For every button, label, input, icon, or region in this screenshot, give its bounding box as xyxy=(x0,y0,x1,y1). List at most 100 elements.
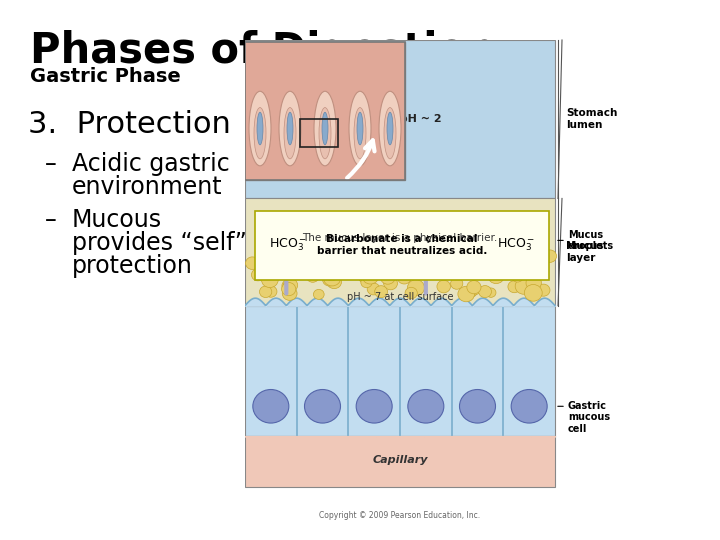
Circle shape xyxy=(437,280,451,293)
Circle shape xyxy=(472,248,490,265)
Circle shape xyxy=(362,269,379,284)
Circle shape xyxy=(435,252,446,262)
Ellipse shape xyxy=(287,112,293,145)
Circle shape xyxy=(408,280,425,295)
Bar xyxy=(245,42,405,180)
Circle shape xyxy=(246,257,259,269)
Circle shape xyxy=(380,271,395,284)
Circle shape xyxy=(305,389,341,423)
Text: provides “self”: provides “self” xyxy=(72,231,247,255)
Ellipse shape xyxy=(279,91,301,166)
Circle shape xyxy=(449,266,464,281)
Bar xyxy=(245,40,555,198)
Ellipse shape xyxy=(384,107,396,159)
Circle shape xyxy=(334,249,351,265)
Circle shape xyxy=(485,262,502,278)
Circle shape xyxy=(251,269,264,281)
Circle shape xyxy=(408,389,444,423)
Text: Phases of Digestion: Phases of Digestion xyxy=(30,30,495,72)
Ellipse shape xyxy=(319,107,331,159)
Circle shape xyxy=(408,266,420,276)
Bar xyxy=(245,306,555,436)
Text: Capillary: Capillary xyxy=(372,455,428,465)
Circle shape xyxy=(282,282,296,296)
Text: pH ~ 7 at cell surface: pH ~ 7 at cell surface xyxy=(347,292,454,302)
Ellipse shape xyxy=(284,107,296,159)
Circle shape xyxy=(382,260,392,271)
Circle shape xyxy=(488,268,504,284)
Bar xyxy=(300,119,338,147)
Circle shape xyxy=(306,271,319,282)
Ellipse shape xyxy=(314,91,336,166)
Text: Acidic gastric: Acidic gastric xyxy=(72,152,230,176)
Circle shape xyxy=(468,283,481,295)
Circle shape xyxy=(426,255,440,269)
Circle shape xyxy=(456,253,466,263)
Text: Gastric Phase: Gastric Phase xyxy=(30,67,181,86)
Circle shape xyxy=(323,270,341,286)
Text: 3.  Protection: 3. Protection xyxy=(28,110,231,139)
Circle shape xyxy=(543,250,557,262)
Circle shape xyxy=(526,276,541,290)
Circle shape xyxy=(312,262,326,275)
Ellipse shape xyxy=(354,107,366,159)
Text: protection: protection xyxy=(72,254,193,278)
Ellipse shape xyxy=(357,112,363,145)
Circle shape xyxy=(399,266,414,280)
Circle shape xyxy=(466,287,477,297)
Ellipse shape xyxy=(322,112,328,145)
Text: $\mathregular{HCO_3^-}$: $\mathregular{HCO_3^-}$ xyxy=(269,237,307,253)
Circle shape xyxy=(523,274,539,289)
Circle shape xyxy=(376,254,392,269)
Circle shape xyxy=(337,262,348,272)
Circle shape xyxy=(323,273,336,286)
Circle shape xyxy=(327,275,341,289)
Circle shape xyxy=(511,271,523,282)
Circle shape xyxy=(316,255,327,266)
Circle shape xyxy=(358,268,374,284)
Circle shape xyxy=(533,263,544,273)
Circle shape xyxy=(282,280,295,292)
Circle shape xyxy=(537,284,550,296)
Text: Stomach
lumen: Stomach lumen xyxy=(566,109,617,130)
Text: environment: environment xyxy=(72,175,222,199)
Circle shape xyxy=(282,287,297,300)
Circle shape xyxy=(405,287,418,299)
Circle shape xyxy=(511,389,547,423)
Text: The mucus layer is a physical barrier.: The mucus layer is a physical barrier. xyxy=(302,233,498,243)
Circle shape xyxy=(374,286,387,298)
Bar xyxy=(245,42,405,180)
Circle shape xyxy=(467,281,481,294)
Circle shape xyxy=(275,261,289,274)
Circle shape xyxy=(516,278,533,294)
Bar xyxy=(245,436,555,488)
Circle shape xyxy=(367,283,380,295)
Circle shape xyxy=(313,289,324,299)
Text: Bicarbonate is a chemical
barrier that neutralizes acid.: Bicarbonate is a chemical barrier that n… xyxy=(317,234,487,256)
Circle shape xyxy=(418,254,436,271)
Text: Gastric
mucous
cell: Gastric mucous cell xyxy=(568,401,610,434)
Ellipse shape xyxy=(379,91,401,166)
Bar xyxy=(245,198,555,306)
Circle shape xyxy=(265,286,277,297)
Bar xyxy=(245,42,405,180)
Text: Mucus
layer: Mucus layer xyxy=(566,241,603,263)
Bar xyxy=(245,42,405,46)
Text: Copyright © 2009 Pearson Education, Inc.: Copyright © 2009 Pearson Education, Inc. xyxy=(320,511,480,519)
Circle shape xyxy=(361,277,372,288)
Circle shape xyxy=(380,267,394,280)
Text: –: – xyxy=(45,208,57,232)
Circle shape xyxy=(508,281,521,293)
Circle shape xyxy=(479,286,492,298)
Circle shape xyxy=(430,255,441,266)
Ellipse shape xyxy=(349,91,371,166)
Circle shape xyxy=(379,252,394,266)
Circle shape xyxy=(528,263,544,278)
Circle shape xyxy=(408,263,420,273)
Circle shape xyxy=(523,252,536,264)
Circle shape xyxy=(486,288,496,298)
Ellipse shape xyxy=(254,107,266,159)
Circle shape xyxy=(501,256,519,273)
Circle shape xyxy=(324,266,339,281)
Circle shape xyxy=(458,286,474,302)
